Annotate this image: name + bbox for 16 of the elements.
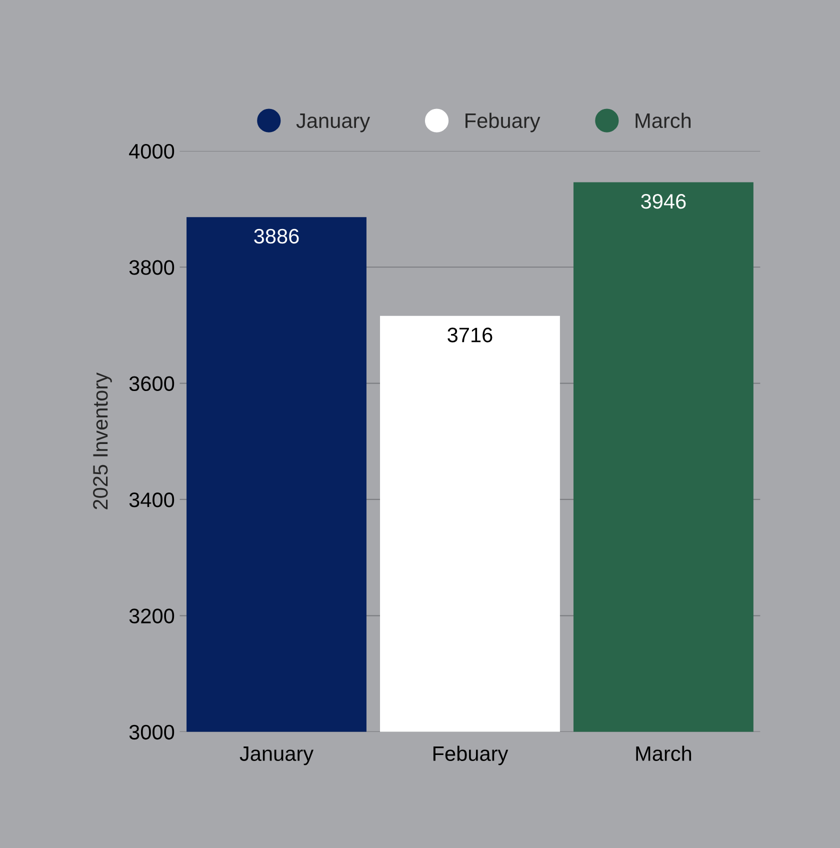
legend-label: January: [296, 114, 370, 132]
x-tick-label: Febuary: [433, 746, 508, 766]
y-axis-title: 2025 Inventory: [93, 372, 112, 510]
data-label: 3886: [254, 228, 299, 244]
legend-label: March: [636, 112, 691, 128]
data-label: 3946: [641, 194, 686, 209]
y-tick-label: 3800: [129, 260, 174, 275]
legend-label: Febuary: [466, 112, 540, 132]
y-tick-label: 3400: [129, 492, 174, 508]
y-tick-label: 4000: [129, 144, 174, 159]
x-tick-label: March: [636, 746, 692, 762]
y-tick-label: 3000: [129, 724, 174, 740]
x-tick-label: January: [240, 746, 314, 766]
data-label: 3716: [448, 328, 492, 342]
y-tick-label: 3200: [129, 608, 174, 624]
y-tick-label: 3600: [129, 376, 174, 392]
